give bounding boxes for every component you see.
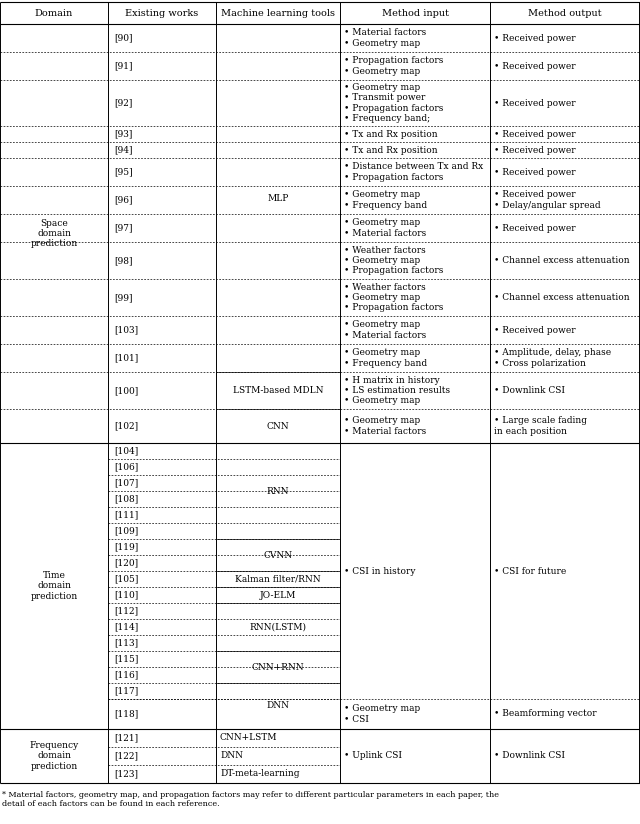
Text: * Material factors, geometry map, and propagation factors may refer to different: * Material factors, geometry map, and pr…	[2, 791, 499, 808]
Text: • Amplitude, delay, phase
• Cross polarization: • Amplitude, delay, phase • Cross polari…	[494, 349, 611, 368]
Text: • Downlink CSI: • Downlink CSI	[494, 386, 565, 395]
Text: [116]: [116]	[114, 671, 138, 680]
Text: • Geometry map
• Frequency band: • Geometry map • Frequency band	[344, 190, 427, 209]
Text: [95]: [95]	[114, 167, 132, 176]
Text: DNN: DNN	[220, 751, 243, 761]
Text: Kalman filter/RNN: Kalman filter/RNN	[235, 574, 321, 583]
Text: • Received power: • Received power	[494, 129, 575, 138]
Text: [121]: [121]	[114, 733, 138, 742]
Text: [118]: [118]	[114, 709, 138, 719]
Text: [105]: [105]	[114, 574, 138, 583]
Text: [119]: [119]	[114, 542, 138, 551]
Text: • Received power: • Received power	[494, 167, 575, 176]
Text: [97]: [97]	[114, 223, 132, 232]
Text: • Received power
• Delay/angular spread: • Received power • Delay/angular spread	[494, 190, 600, 209]
Text: [96]: [96]	[114, 195, 132, 204]
Text: [110]: [110]	[114, 591, 138, 600]
Text: [111]: [111]	[114, 511, 138, 519]
Text: • CSI for future: • CSI for future	[494, 567, 566, 575]
Text: [91]: [91]	[114, 62, 132, 71]
Text: • Received power: • Received power	[494, 99, 575, 107]
Text: • Geometry map
• Frequency band: • Geometry map • Frequency band	[344, 349, 427, 368]
Text: Frequency
domain
prediction: Frequency domain prediction	[29, 741, 79, 771]
Text: DT-meta-learning: DT-meta-learning	[220, 770, 300, 779]
Text: Domain: Domain	[35, 8, 73, 17]
Text: RNN: RNN	[267, 486, 289, 495]
Text: JO-ELM: JO-ELM	[260, 591, 296, 600]
Text: • Received power: • Received power	[494, 325, 575, 335]
Text: • Geometry map
• Material factors: • Geometry map • Material factors	[344, 321, 426, 339]
Text: [99]: [99]	[114, 293, 132, 302]
Text: • Geometry map
• CSI: • Geometry map • CSI	[344, 705, 420, 723]
Text: • Weather factors
• Geometry map
• Propagation factors: • Weather factors • Geometry map • Propa…	[344, 246, 444, 275]
Text: • Received power: • Received power	[494, 62, 575, 71]
Text: [106]: [106]	[114, 462, 138, 471]
Text: • Received power: • Received power	[494, 34, 575, 43]
Text: • Beamforming vector: • Beamforming vector	[494, 709, 596, 719]
Text: • Propagation factors
• Geometry map: • Propagation factors • Geometry map	[344, 56, 444, 76]
Text: [120]: [120]	[114, 559, 138, 568]
Text: [112]: [112]	[114, 606, 138, 616]
Text: DNN: DNN	[266, 701, 289, 710]
Text: [113]: [113]	[114, 639, 138, 648]
Text: • Weather factors
• Geometry map
• Propagation factors: • Weather factors • Geometry map • Propa…	[344, 283, 444, 312]
Text: [98]: [98]	[114, 256, 132, 265]
Text: Existing works: Existing works	[125, 8, 198, 17]
Text: [94]: [94]	[114, 146, 132, 155]
Text: Time
domain
prediction: Time domain prediction	[30, 571, 77, 601]
Text: [114]: [114]	[114, 622, 138, 631]
Text: • Material factors
• Geometry map: • Material factors • Geometry map	[344, 28, 426, 48]
Text: [103]: [103]	[114, 325, 138, 335]
Text: Method output: Method output	[528, 8, 602, 17]
Text: RNN(LSTM): RNN(LSTM)	[250, 622, 307, 631]
Text: [102]: [102]	[114, 422, 138, 430]
Text: • Uplink CSI: • Uplink CSI	[344, 751, 402, 761]
Text: [90]: [90]	[114, 34, 132, 43]
Text: • Tx and Rx position: • Tx and Rx position	[344, 146, 438, 155]
Text: • Downlink CSI: • Downlink CSI	[494, 751, 565, 761]
Text: [108]: [108]	[114, 494, 138, 503]
Text: LSTM-based MDLN: LSTM-based MDLN	[233, 386, 323, 395]
Text: CNN: CNN	[267, 422, 289, 430]
Text: Machine learning tools: Machine learning tools	[221, 8, 335, 17]
Text: [109]: [109]	[114, 527, 138, 536]
Text: [104]: [104]	[114, 447, 138, 456]
Text: • Channel excess attenuation: • Channel excess attenuation	[494, 256, 630, 265]
Text: CNN+LSTM: CNN+LSTM	[220, 733, 278, 742]
Text: [123]: [123]	[114, 770, 138, 779]
Text: [117]: [117]	[114, 686, 138, 695]
Text: • Large scale fading
in each position: • Large scale fading in each position	[494, 416, 587, 436]
Text: [115]: [115]	[114, 654, 138, 663]
Text: • Geometry map
• Material factors: • Geometry map • Material factors	[344, 218, 426, 237]
Text: [107]: [107]	[114, 479, 138, 488]
Text: [92]: [92]	[114, 99, 132, 107]
Text: • H matrix in history
• LS estimation results
• Geometry map: • H matrix in history • LS estimation re…	[344, 376, 450, 405]
Text: [93]: [93]	[114, 129, 132, 138]
Text: [100]: [100]	[114, 386, 138, 395]
Text: • Geometry map
• Material factors: • Geometry map • Material factors	[344, 416, 426, 436]
Text: • Received power: • Received power	[494, 223, 575, 232]
Text: [101]: [101]	[114, 353, 138, 363]
Text: • Tx and Rx position: • Tx and Rx position	[344, 129, 438, 138]
Text: • Geometry map
• Transmit power
• Propagation factors
• Frequency band;: • Geometry map • Transmit power • Propag…	[344, 83, 444, 123]
Text: CVNN: CVNN	[264, 550, 292, 559]
Text: Method input: Method input	[381, 8, 449, 17]
Text: MLP: MLP	[268, 194, 289, 203]
Text: [122]: [122]	[114, 751, 138, 761]
Text: • Distance between Tx and Rx
• Propagation factors: • Distance between Tx and Rx • Propagati…	[344, 162, 483, 182]
Text: • Channel excess attenuation: • Channel excess attenuation	[494, 293, 630, 302]
Text: Space
domain
prediction: Space domain prediction	[30, 218, 77, 248]
Text: CNN+RNN: CNN+RNN	[252, 662, 304, 672]
Text: • Received power: • Received power	[494, 146, 575, 155]
Text: • CSI in history: • CSI in history	[344, 567, 415, 575]
